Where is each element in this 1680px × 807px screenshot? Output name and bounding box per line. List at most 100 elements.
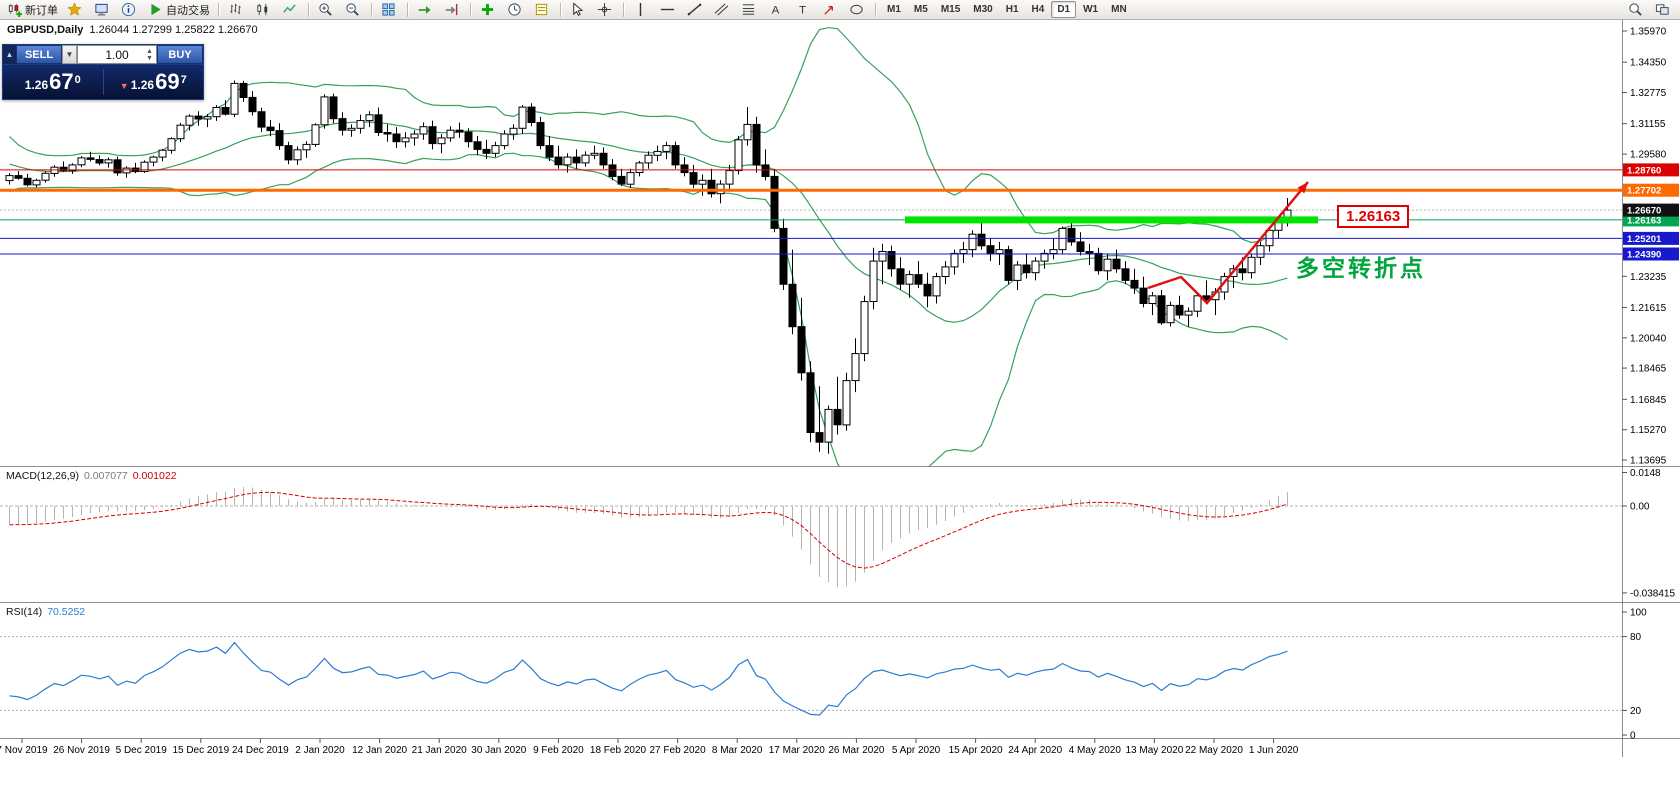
new-order-button[interactable]: 新订单 <box>3 0 62 20</box>
candlestick-mode-icon[interactable] <box>251 0 277 20</box>
candle-body <box>689 172 698 185</box>
candle-body <box>608 164 617 177</box>
price-tick-label: 1.32775 <box>1630 88 1667 99</box>
zoom-in-icon[interactable] <box>314 0 340 20</box>
price-tick-label: 1.21615 <box>1630 303 1667 314</box>
one-click-collapse-arrow[interactable]: ▲ <box>3 45 16 64</box>
trendline-icon[interactable] <box>683 0 709 20</box>
equidistant-channel-icon[interactable] <box>710 0 736 20</box>
fibonacci-icon[interactable] <box>737 0 763 20</box>
search-symbol-icon[interactable] <box>1624 0 1650 20</box>
candle-body <box>23 177 32 186</box>
candle-body <box>1058 227 1067 251</box>
terminal-window-icon[interactable] <box>90 0 116 20</box>
timeframe-M1[interactable]: M1 <box>887 4 901 15</box>
toolbar-separator <box>560 2 562 17</box>
vertical-line-icon[interactable] <box>629 0 655 20</box>
timeframe-M5[interactable]: M5 <box>913 4 928 15</box>
macd-axis[interactable]: 0.0148 0.00 -0.038415 <box>1622 468 1675 599</box>
candle-body <box>1040 252 1049 262</box>
text-label-icon[interactable]: T <box>791 0 817 20</box>
templates-icon[interactable] <box>530 0 556 20</box>
bar-chart-mode-icon[interactable] <box>224 0 250 20</box>
candle-body <box>1139 287 1148 305</box>
macd-panel[interactable] <box>0 486 1622 588</box>
candle-body <box>356 120 365 129</box>
arrows-icon[interactable] <box>818 0 844 20</box>
price-tick-label: 1.16845 <box>1630 395 1667 406</box>
rsi-panel[interactable] <box>0 636 1622 716</box>
candle-body <box>122 167 131 174</box>
autotrading-button[interactable]: 自动交易 <box>144 0 214 20</box>
candle-body <box>41 172 50 181</box>
candle-body <box>1121 268 1130 281</box>
price-chart-area[interactable] <box>0 27 1622 489</box>
timeframe-W1[interactable]: W1 <box>1083 4 1099 15</box>
candle-body <box>77 157 86 166</box>
chart-windows-icon[interactable] <box>1651 0 1677 20</box>
auto-scroll-icon[interactable] <box>413 0 439 20</box>
timeframe-M15[interactable]: M15 <box>940 4 961 15</box>
date-label: 26 Mar 2020 <box>828 745 885 756</box>
volume-dropdown-icon[interactable]: ▼ <box>62 45 77 64</box>
cursor-icon[interactable] <box>566 0 592 20</box>
candle-body <box>662 145 671 152</box>
candle-body <box>1238 268 1247 274</box>
candle-body <box>788 283 797 328</box>
bollinger-lower-band <box>9 152 1288 466</box>
candle-body <box>779 227 788 285</box>
timeframe-M30[interactable]: M30 <box>973 4 993 15</box>
timeframe-MN[interactable]: MN <box>1111 4 1127 15</box>
timeframe-H4[interactable]: H4 <box>1031 4 1045 15</box>
favorites-star-icon[interactable] <box>63 0 89 20</box>
crosshair-icon[interactable] <box>593 0 619 20</box>
price-level-label[interactable]: 1.26163 <box>1337 205 1410 228</box>
line-chart-mode-icon[interactable] <box>278 0 304 20</box>
tile-windows-icon[interactable] <box>377 0 403 20</box>
support-zone-segment[interactable] <box>905 216 1318 224</box>
date-axis[interactable]: 7 Nov 2019 26 Nov 2019 5 Dec 2019 15 Dec 20… <box>0 738 1299 757</box>
periods-icon[interactable] <box>503 0 529 20</box>
candle-body <box>149 156 158 163</box>
buy-button[interactable]: BUY <box>157 45 203 64</box>
spin-down-icon[interactable]: ▼ <box>146 54 153 62</box>
chart-svg[interactable]: 1.35970 1.34350 1.32775 1.31155 1.29580 1.232… <box>0 20 1680 807</box>
indicators-icon[interactable] <box>476 0 502 20</box>
rsi-label: RSI(14) 70.5252 <box>6 606 85 618</box>
turning-point-annotation[interactable]: 多空转折点 <box>1296 255 1426 282</box>
rsi-axis[interactable]: 100 80 20 0 <box>1622 608 1647 742</box>
candle-body <box>563 156 572 166</box>
volume-input[interactable]: 1.00 ▲ ▼ <box>77 45 157 64</box>
data-window-icon[interactable] <box>117 0 143 20</box>
candle-body <box>437 137 446 145</box>
candle-body <box>374 114 383 134</box>
volume-spinner[interactable]: ▲ ▼ <box>144 46 155 63</box>
toolbar-separator <box>623 2 625 17</box>
text-icon[interactable]: A <box>764 0 790 20</box>
rsi-tick-label: 0 <box>1630 731 1636 742</box>
candle-body <box>842 380 851 426</box>
candle-body <box>500 133 509 147</box>
spin-up-icon[interactable]: ▲ <box>146 47 153 55</box>
sell-price[interactable]: 1.26 67 0 <box>3 71 103 93</box>
chart-shift-icon[interactable] <box>440 0 466 20</box>
sell-button[interactable]: SELL <box>16 45 62 64</box>
price-badge-label: 1.26670 <box>1627 206 1661 217</box>
horizontal-line-icon[interactable] <box>656 0 682 20</box>
candle-body <box>1085 251 1094 254</box>
zoom-out-icon[interactable] <box>341 0 367 20</box>
price-axis[interactable]: 1.35970 1.34350 1.32775 1.31155 1.29580 1.232… <box>1622 27 1679 467</box>
candle-body <box>1067 227 1076 243</box>
macd-name: MACD(12,26,9) <box>6 470 79 482</box>
buy-price[interactable]: ▼ 1.26 69 7 <box>104 71 204 93</box>
chart-workspace: 1.35970 1.34350 1.32775 1.31155 1.29580 1.232… <box>0 20 1680 807</box>
shapes-icon[interactable] <box>845 0 871 20</box>
timeframe-D1[interactable]: D1 <box>1051 1 1077 18</box>
date-label: 1 Jun 2020 <box>1249 745 1299 756</box>
trend-arrow[interactable] <box>1147 181 1309 305</box>
candle-body <box>176 124 185 140</box>
price-badge <box>1623 247 1679 261</box>
timeframe-H1[interactable]: H1 <box>1005 4 1019 15</box>
price-badge-label: 1.28760 <box>1627 165 1661 176</box>
date-label: 22 May 2020 <box>1185 745 1243 756</box>
